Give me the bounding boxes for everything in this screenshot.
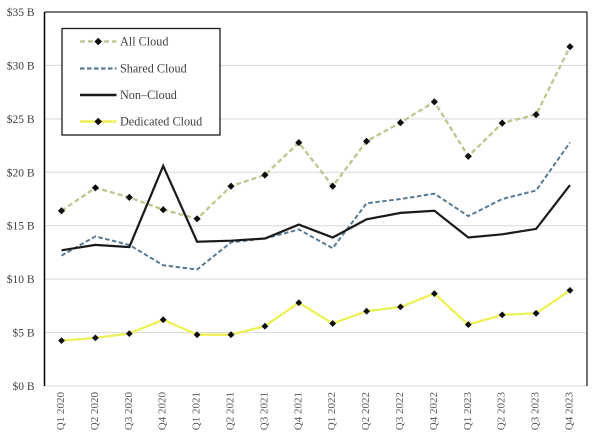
svg-text:$5 B: $5 B xyxy=(12,327,34,340)
svg-text:Q1 2022: Q1 2022 xyxy=(326,392,338,430)
svg-text:$20 B: $20 B xyxy=(7,166,35,179)
svg-text:$10 B: $10 B xyxy=(7,273,35,286)
svg-text:$15 B: $15 B xyxy=(7,220,35,233)
svg-text:$25 B: $25 B xyxy=(7,113,35,126)
svg-text:Q2 2022: Q2 2022 xyxy=(360,392,372,430)
svg-text:Q4 2023: Q4 2023 xyxy=(564,392,576,431)
svg-text:Q1 2020: Q1 2020 xyxy=(55,392,67,431)
svg-text:Q2 2021: Q2 2021 xyxy=(225,392,237,430)
svg-text:$30 B: $30 B xyxy=(7,59,35,72)
svg-text:Dedicated Cloud: Dedicated Cloud xyxy=(120,115,202,129)
svg-text:Q1 2021: Q1 2021 xyxy=(191,392,203,430)
svg-text:$35 B: $35 B xyxy=(7,6,35,19)
svg-text:All Cloud: All Cloud xyxy=(120,35,168,49)
svg-text:Q2 2023: Q2 2023 xyxy=(496,392,508,431)
svg-text:Shared Cloud: Shared Cloud xyxy=(120,62,187,76)
svg-text:Q3 2020: Q3 2020 xyxy=(123,392,135,431)
svg-text:$0 B: $0 B xyxy=(12,380,34,393)
svg-text:Q3 2023: Q3 2023 xyxy=(530,392,542,431)
svg-text:Q2 2020: Q2 2020 xyxy=(89,392,101,431)
svg-text:Q3 2022: Q3 2022 xyxy=(394,392,406,430)
svg-text:Non–Cloud: Non–Cloud xyxy=(120,88,177,102)
svg-text:Q4 2022: Q4 2022 xyxy=(428,392,440,430)
svg-text:Q4 2021: Q4 2021 xyxy=(292,392,304,430)
svg-text:Q1 2023: Q1 2023 xyxy=(462,392,474,431)
svg-text:Q3 2021: Q3 2021 xyxy=(258,392,270,430)
svg-text:Q4 2020: Q4 2020 xyxy=(157,392,169,431)
